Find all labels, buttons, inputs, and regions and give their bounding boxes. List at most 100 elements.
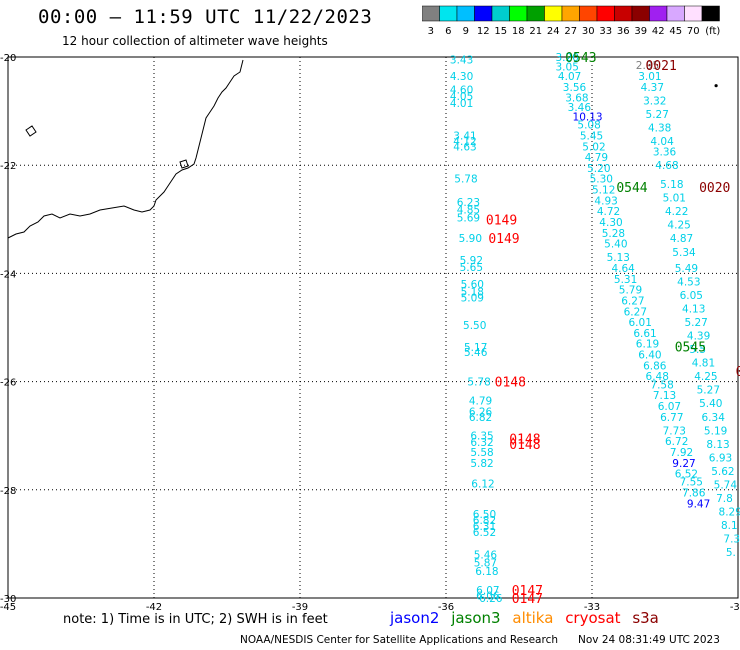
colorbar-label: 21 [529,26,542,37]
wave-height-value: 6.61 [633,328,656,340]
chart-title: 00:00 – 11:59 UTC 11/22/2023 [38,6,373,28]
wave-height-value: 6.12 [471,478,494,490]
wave-height-value: 5.20 [587,163,610,175]
wave-height-value: 4.25 [694,371,717,383]
wave-height-value: 4.38 [648,122,671,134]
wave-height-value: 2.95 [636,60,659,72]
wave-height-value: 5.46 [474,550,498,562]
pass-label: 0 [736,365,740,380]
wave-height-value: 5.74 [714,479,738,491]
wave-height-value: 6.82 [469,412,492,424]
x-tick-label: -30 [730,602,740,610]
wave-height-value: 5.27 [684,317,707,329]
wave-height-value: 6.01 [629,317,652,329]
wave-height-value: 8.1 [721,520,738,532]
wave-height-value: 4.12 [453,136,476,148]
wave-height-value: 4.25 [667,220,690,232]
wave-height-value: 5.87 [474,557,497,569]
wave-height-value: 5.34 [672,247,696,259]
wave-height-value: 3.56 [563,82,587,94]
island-outline [179,159,189,169]
wave-height-value: 3.05 [556,62,579,74]
wave-height-value: 5.69 [457,213,480,225]
y-tick-label: -26 [0,378,16,389]
wave-height-value: 5.13 [607,252,630,264]
colorbar-label: 42 [652,26,665,37]
pass-label: 0148 [495,376,526,391]
wave-height-value: 5.78 [467,377,490,389]
pass-label: 0020 [699,181,730,196]
wave-height-value: 5.02 [582,141,605,153]
wave-height-value: 5.62 [711,466,734,478]
y-tick-label: -22 [0,161,16,172]
wave-height-value: 5.78 [454,174,477,186]
wave-height-value: 7.3 [723,533,740,545]
pass-label: 0149 [488,232,519,247]
colorbar-label: 39 [634,26,647,37]
wave-height-value: 7.13 [653,390,676,402]
colorbar-label: 33 [599,26,612,37]
wave-height-value: 5.28 [602,228,625,240]
y-tick-label: -28 [0,486,16,497]
wave-height-value: 5.40 [699,398,722,410]
wave-height-value: 4.05 [450,91,473,103]
pass-label: 0149 [486,213,517,228]
wave-height-value: 3.41 [453,130,476,142]
wave-height-value: 6.27 [621,295,644,307]
colorbar-label: 6 [445,26,451,37]
wave-height-value: 6.26 [479,593,503,605]
wave-height-value: 5.27 [697,385,720,397]
wave-height-value: 6.72 [665,436,688,448]
wave-height-value: 6.18 [475,566,498,578]
wave-height-value: 5.46 [464,347,488,359]
colorbar-label: 9 [463,26,469,37]
wave-height-value: 6.27 [624,306,647,318]
wave-height-value: 3.20 [556,52,579,64]
plot-frame [7,56,739,599]
colorbar-label: 15 [494,26,507,37]
colorbar-label: 3 [428,26,434,37]
wave-height-value: 5.18 [461,286,484,298]
wave-height-value: 5.79 [619,285,642,297]
legend-altika: altika [512,609,554,627]
wave-height-value: 5.92 [460,255,483,267]
wave-height-value: 4.85 [457,205,480,217]
altimeter-map-plot: -45 -42 -39 -36 -33 -30 -20 -22 -24 -26 -28 -30 3.43… [0,51,740,610]
colorbar-label: 12 [477,26,490,37]
wave-height-value: 6.23 [457,197,480,209]
wave-height-value: 5.08 [577,120,600,132]
wave-height-value: 3.43 [450,55,473,67]
wave-height-value: 4.68 [655,160,678,172]
wave-height-value: 9.27 [672,458,695,470]
colorbar-label: (ft) [705,26,720,37]
y-tick-label: -30 [0,594,16,605]
wave-height-value: 9.47 [687,498,710,510]
wave-height-value: 4.37 [641,82,664,94]
wave-height-value: 4.07 [558,71,581,83]
colorbar-label: 45 [669,26,682,37]
wave-height-value: 4.79 [585,152,608,164]
wave-height-value: 5.65 [460,262,483,274]
wave-height-value: 7.55 [680,477,703,489]
wave-height-value: 4.93 [594,195,617,207]
legend-cryosat: cryosat [565,609,621,627]
wave-height-value: 4.63 [453,141,476,153]
wave-height-value: 6.19 [636,339,659,351]
wave-height-value: 7.73 [663,425,686,437]
color-scale-legend: 3 6 9 12 15 18 21 24 27 30 33 36 39 42 45 70 (ft) [422,5,720,37]
wave-height-value: 6.52 [473,527,496,539]
wave-height-value: 6.07 [658,401,681,413]
wave-height-value: 5.40 [604,239,627,251]
wave-height-value: 5. [726,547,736,559]
y-tick-label: -20 [0,53,16,64]
colorbar-label: 30 [582,26,595,37]
wave-height-value: 4.30 [599,217,622,229]
wave-height-value: 7.86 [682,488,706,500]
x-tick-label: -36 [438,602,454,610]
wave-height-value: 7.58 [650,379,673,391]
wave-height-value: 3.46 [568,102,592,114]
wave-height-value: 6.26 [469,406,493,418]
legend-s3a: s3a [632,609,659,627]
wave-height-value: 5.01 [663,193,686,205]
legend-jason3: jason3 [451,609,501,627]
